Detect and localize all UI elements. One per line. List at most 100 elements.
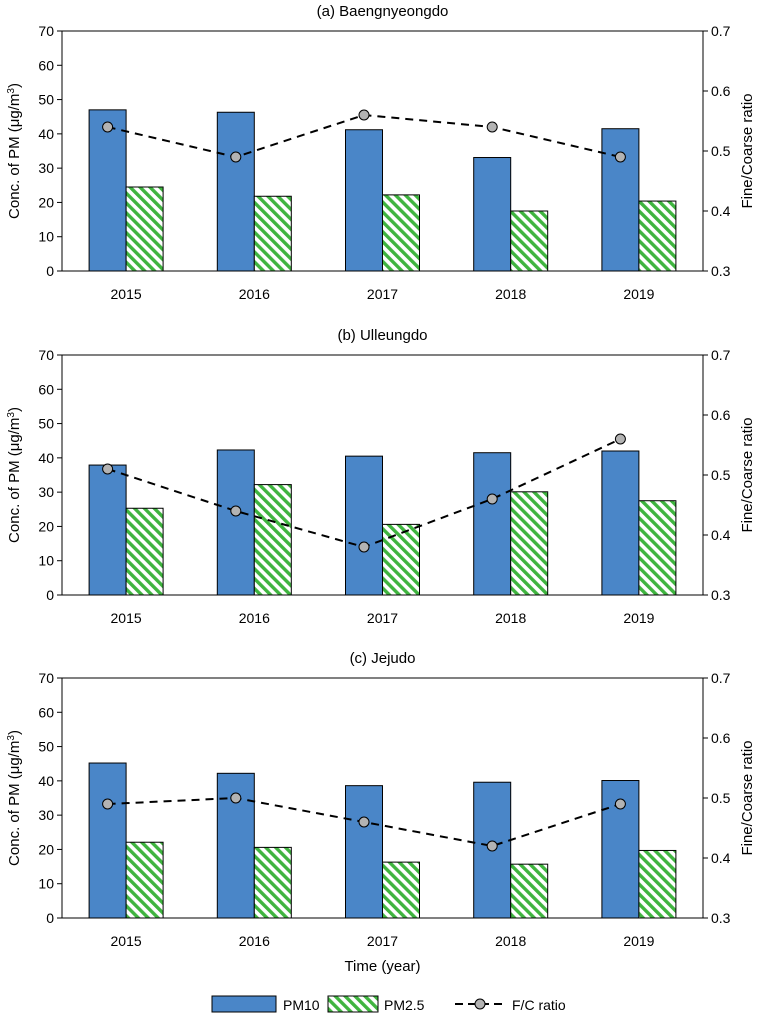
bar-pm25 [382, 194, 420, 272]
x-axis-label: Time (year) [344, 958, 420, 975]
y-tick-label: 60 [38, 704, 54, 720]
y-axis-label-end: ) [6, 730, 23, 735]
bar-pm25 [125, 186, 164, 272]
y-tick-label: 50 [38, 739, 54, 755]
x-tick-label: 2018 [495, 933, 526, 949]
y-tick-label: 10 [38, 876, 54, 892]
x-tick-label: 2016 [239, 286, 270, 302]
x-tick-label: 2017 [367, 933, 398, 949]
bar-pm25 [510, 491, 549, 596]
ratio-point [486, 493, 498, 505]
x-tick-label: 2016 [239, 610, 270, 626]
bar-pm10 [473, 452, 512, 596]
y-axis-label: Conc. of PM (μg/m3) [6, 83, 24, 219]
y-tick-label: 60 [38, 381, 54, 397]
x-tick-label: 2015 [111, 610, 142, 626]
bar-pm25 [382, 861, 420, 919]
y-axis-label-sup: 3 [6, 735, 17, 741]
bar-pm25 [253, 195, 292, 272]
ratio-point [358, 541, 370, 553]
ratio-point [614, 433, 626, 445]
bar-pm10 [345, 129, 383, 272]
y-tick-label: 0 [46, 587, 54, 603]
y-tick-label: 10 [38, 229, 54, 245]
legend-swatch-pm10 [211, 995, 277, 1013]
ratio-point [614, 151, 626, 163]
y2-tick-label: 0.6 [711, 730, 731, 746]
ratio-point [102, 798, 114, 810]
bar-pm10 [216, 449, 255, 596]
y2-tick-label: 0.6 [711, 407, 731, 423]
legend-label-pm25: PM2.5 [384, 997, 425, 1013]
y2-tick-label: 0.5 [711, 467, 731, 483]
y-axis-label-sup: 3 [6, 412, 17, 418]
y2-tick-label: 0.7 [711, 347, 731, 363]
y-tick-label: 30 [38, 807, 54, 823]
x-tick-label: 2019 [623, 286, 654, 302]
y-axis-label-end: ) [6, 83, 23, 88]
x-tick-label: 2019 [623, 610, 654, 626]
x-tick-label: 2017 [367, 610, 398, 626]
y-tick-label: 60 [38, 57, 54, 73]
y2-tick-label: 0.7 [711, 23, 731, 39]
y-tick-label: 30 [38, 160, 54, 176]
bar-pm25 [638, 849, 677, 919]
y-tick-label: 70 [38, 23, 54, 39]
bar-pm25 [638, 500, 677, 596]
bar-pm25 [510, 863, 549, 919]
y-tick-label: 70 [38, 670, 54, 686]
x-tick-label: 2015 [111, 933, 142, 949]
bar-pm10 [88, 762, 127, 919]
legend-label-ratio: F/C ratio [512, 997, 566, 1013]
chart-title: (c) Jejudo [350, 650, 416, 667]
bar-pm10 [88, 464, 127, 596]
x-tick-label: 2019 [623, 933, 654, 949]
y2-axis-label: Fine/Coarse ratio [739, 93, 756, 208]
y-axis-label-end: ) [6, 407, 23, 412]
bar-pm10 [345, 455, 383, 596]
y-axis-label-main: Conc. of PM (μg/m [6, 94, 23, 219]
ratio-point [230, 151, 242, 163]
bar-pm25 [510, 210, 549, 272]
y-tick-label: 40 [38, 773, 54, 789]
ratio-point [102, 121, 114, 133]
x-tick-label: 2015 [111, 286, 142, 302]
chart-title: (a) Baengnyeongdo [317, 3, 449, 20]
ratio-point [230, 792, 242, 804]
bar-pm25 [382, 523, 420, 596]
y-axis-label-sup: 3 [6, 88, 17, 94]
y-tick-label: 50 [38, 416, 54, 432]
y2-tick-label: 0.5 [711, 790, 731, 806]
y-axis-label-main: Conc. of PM (μg/m [6, 418, 23, 543]
y-tick-label: 50 [38, 92, 54, 108]
x-tick-label: 2018 [495, 286, 526, 302]
ratio-point [358, 109, 370, 121]
bar-pm10 [345, 785, 383, 919]
legend-swatch-pm25 [327, 995, 379, 1013]
y-tick-label: 20 [38, 194, 54, 210]
ratio-point [486, 840, 498, 852]
y2-axis-label: Fine/Coarse ratio [739, 740, 756, 855]
y-tick-label: 0 [46, 263, 54, 279]
x-tick-label: 2018 [495, 610, 526, 626]
bar-pm10 [88, 109, 127, 272]
y2-tick-label: 0.3 [711, 910, 731, 926]
y2-tick-label: 0.4 [711, 203, 731, 219]
y-tick-label: 20 [38, 841, 54, 857]
y2-tick-label: 0.3 [711, 587, 731, 603]
y2-tick-label: 0.3 [711, 263, 731, 279]
y-tick-label: 30 [38, 484, 54, 500]
ratio-point [102, 463, 114, 475]
y2-tick-label: 0.4 [711, 527, 731, 543]
y-tick-label: 10 [38, 553, 54, 569]
bar-pm25 [125, 507, 164, 596]
y-tick-label: 0 [46, 910, 54, 926]
y-axis-label-main: Conc. of PM (μg/m [6, 741, 23, 866]
bar-pm25 [125, 841, 164, 919]
bar-pm10 [216, 111, 255, 272]
x-tick-label: 2016 [239, 933, 270, 949]
ratio-point [358, 816, 370, 828]
y2-tick-label: 0.7 [711, 670, 731, 686]
